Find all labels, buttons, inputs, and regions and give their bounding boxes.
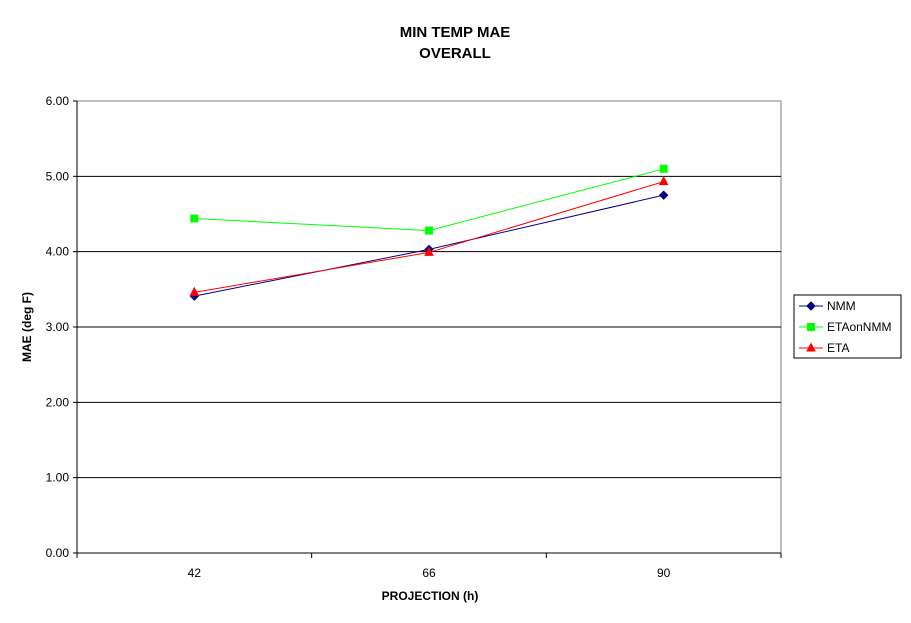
data-point-etaonnmm xyxy=(190,214,199,223)
x-axis-label: PROJECTION (h) xyxy=(382,589,479,603)
legend-label-eta: ETA xyxy=(827,341,849,355)
y-tick-label: 4.00 xyxy=(46,245,70,259)
series-etaonnmm xyxy=(190,164,668,235)
x-tick-label: 66 xyxy=(422,566,436,580)
data-point-etaonnmm xyxy=(659,164,668,173)
x-axis: 42 66 90 xyxy=(76,552,782,580)
y-tick-label: 0.00 xyxy=(46,546,70,560)
y-tick-label: 3.00 xyxy=(46,320,70,334)
legend-marker-eta xyxy=(806,342,816,352)
legend-marker-nmm xyxy=(806,301,816,311)
y-axis-label: MAE (deg F) xyxy=(20,292,34,362)
series-layer xyxy=(189,164,669,301)
y-tick-label: 1.00 xyxy=(46,471,70,485)
data-point-nmm xyxy=(658,190,669,200)
legend-item-eta: ETA xyxy=(799,341,849,355)
x-tick-label: 42 xyxy=(188,566,202,580)
legend: NMM ETAonNMM ETA xyxy=(793,294,902,359)
y-tick-label: 2.00 xyxy=(46,395,70,409)
legend-label-nmm: NMM xyxy=(827,299,856,313)
chart-title: MIN TEMP MAE xyxy=(400,24,511,41)
series-eta xyxy=(189,176,669,296)
data-point-etaonnmm xyxy=(425,226,433,235)
x-tick-label: 90 xyxy=(657,566,671,580)
y-tick-label: 6.00 xyxy=(46,94,70,108)
y-axis: 0.00 1.00 2.00 3.00 4.00 5.00 6.00 xyxy=(46,94,78,560)
y-tick-label: 5.00 xyxy=(46,169,70,183)
legend-marker-etaonnmm xyxy=(807,323,815,331)
legend-label-etaonnmm: ETAonNMM xyxy=(827,320,891,334)
legend-item-nmm: NMM xyxy=(799,299,856,313)
chart-subtitle: OVERALL xyxy=(419,45,491,62)
data-point-eta xyxy=(658,176,669,186)
data-point-eta xyxy=(424,246,434,256)
data-point-eta xyxy=(189,286,200,296)
legend-item-etaonnmm: ETAonNMM xyxy=(799,320,891,334)
